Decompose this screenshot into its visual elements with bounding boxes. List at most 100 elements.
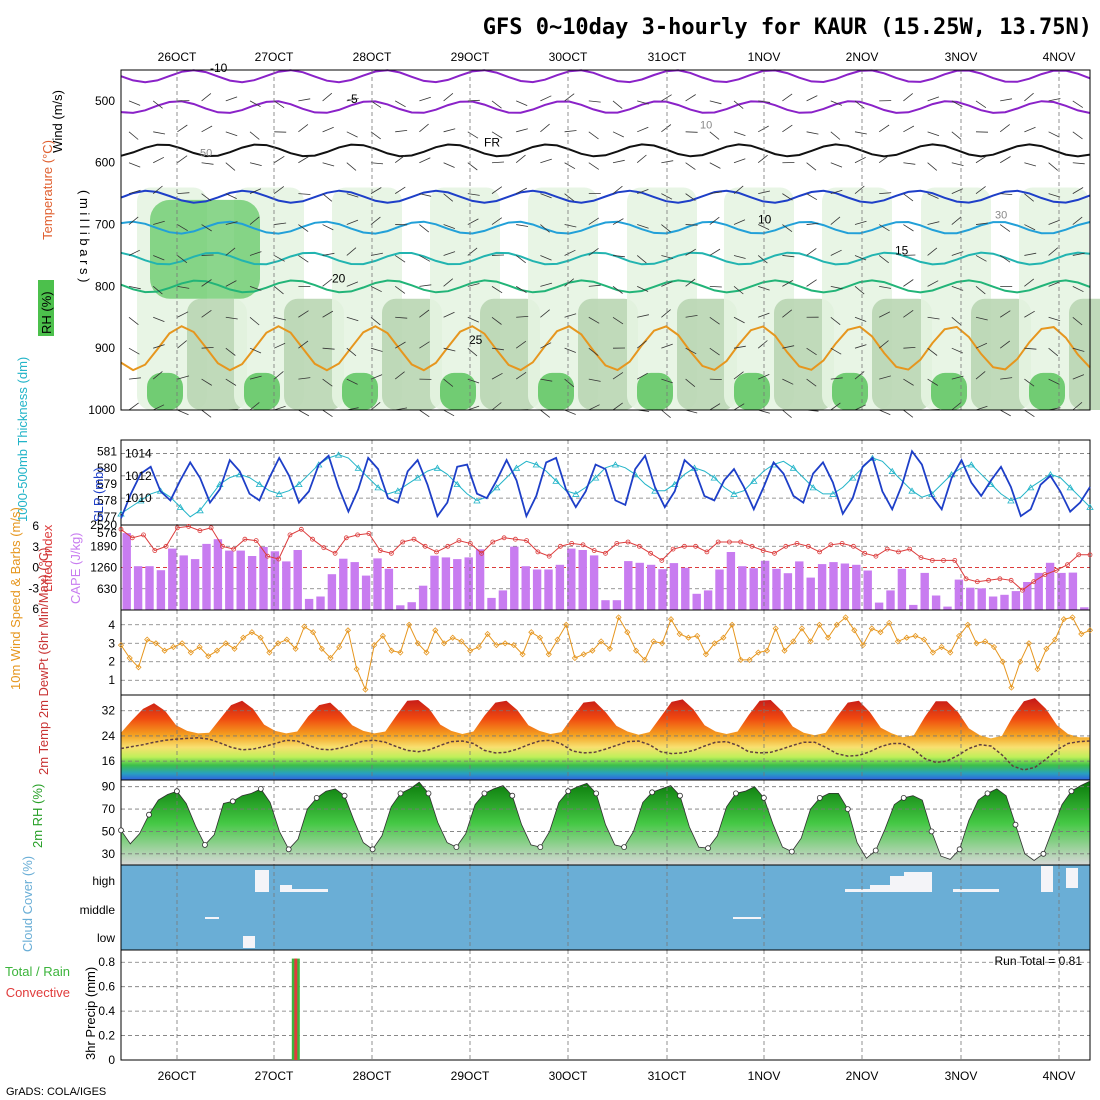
thickness-point <box>433 464 442 471</box>
wind-barb <box>806 162 817 171</box>
wind-speed-point <box>397 649 404 656</box>
wind-barb <box>733 371 744 380</box>
wind-barb <box>491 100 502 109</box>
thickness-point <box>572 490 580 497</box>
wind-speed-point <box>571 654 578 662</box>
cape-tick-1890: 1890 <box>90 539 117 553</box>
rh-shading-8 <box>342 372 378 410</box>
wind-barb <box>685 278 696 287</box>
wind-barb <box>540 282 553 287</box>
wind-barb <box>419 341 430 349</box>
cape-bar <box>373 558 382 610</box>
rh-shading-5 <box>244 372 280 410</box>
x-tick-bottom-4NOV: 4NOV <box>1043 1069 1076 1083</box>
wind-barb <box>588 284 601 287</box>
wind-speed-point <box>301 623 308 630</box>
wind-speed-point <box>144 636 151 643</box>
wind-speed-point <box>702 651 709 658</box>
x-tick-bottom-2NOV: 2NOV <box>846 1069 879 1083</box>
cape-bar <box>487 597 496 610</box>
cape-bar <box>430 555 439 610</box>
wind-barb <box>757 255 768 264</box>
rh-shading-2 <box>147 372 183 410</box>
wind-barb <box>153 316 165 322</box>
wind-barb <box>999 340 1011 349</box>
wind-barb <box>394 186 406 194</box>
thickness-point <box>789 464 798 471</box>
thickness-tick-580: 580 <box>97 461 117 475</box>
wind-barb <box>249 285 262 291</box>
lifted-index-point <box>535 549 541 555</box>
lifted-index-point <box>603 550 608 556</box>
temperature-contour-label-FR: FR <box>484 135 500 149</box>
wind-speed-point <box>1060 616 1067 623</box>
wind-speed-point <box>179 640 186 647</box>
wind-barb <box>830 285 843 290</box>
rh-shading-26 <box>931 372 967 410</box>
wind-barb <box>564 409 576 415</box>
wind-barb <box>516 224 529 227</box>
lifted-index-point <box>907 546 913 552</box>
temperature-contour-label-10: 10 <box>758 213 772 227</box>
wind-barb <box>516 128 528 133</box>
wind-barb <box>419 157 431 164</box>
y-label-cape: CAPE (J/kg) <box>68 532 83 604</box>
wind-barb <box>249 162 262 166</box>
cape-bar <box>977 588 986 610</box>
thickness-point <box>888 467 896 474</box>
wind-barb <box>346 219 359 225</box>
wind-barb <box>1072 131 1083 140</box>
cape-bar <box>646 564 656 610</box>
wind-speed-point <box>589 647 596 654</box>
rh-shading-29 <box>1029 372 1065 410</box>
wind-speed-point <box>292 645 299 652</box>
wind-barb <box>951 316 962 326</box>
wind-barb <box>273 155 285 164</box>
wind-barb <box>177 375 190 380</box>
wind-barb <box>201 279 212 287</box>
wind-barb <box>588 247 599 256</box>
lifted-index-point <box>186 524 192 529</box>
wind-barb <box>177 155 188 164</box>
rh-point <box>1012 821 1019 828</box>
wind-barb <box>637 189 649 195</box>
lifted-index-point <box>727 539 732 545</box>
cape-bar <box>270 551 280 610</box>
wind-barb <box>903 347 916 349</box>
lifted-index-point <box>163 543 169 549</box>
lifted-index-point <box>952 558 958 563</box>
lifted-index-point <box>434 549 439 555</box>
wind-barb <box>806 95 818 102</box>
rh-point <box>565 788 572 795</box>
wind-barb <box>249 251 262 256</box>
wind-barb <box>273 186 285 194</box>
rh-point <box>481 790 488 797</box>
wind-barb <box>782 93 793 102</box>
wind-barb <box>177 124 188 133</box>
wind-speed-point <box>973 640 980 647</box>
slp-tick-1014: 1014 <box>125 446 152 460</box>
wind-barb <box>322 310 334 318</box>
wind-barb <box>878 340 889 349</box>
wind-barb <box>491 286 503 294</box>
x-tick-top-29OCT: 29OCT <box>451 50 490 64</box>
wind-barb <box>128 216 139 225</box>
wind-barb <box>322 378 333 387</box>
thickness-point <box>137 497 145 504</box>
wind-barb <box>128 162 141 168</box>
lifted-index-point <box>501 535 507 541</box>
cape-bar <box>1011 591 1021 610</box>
wind-barb <box>1048 193 1061 198</box>
wind-barb <box>177 192 190 195</box>
wind-speed-point <box>1008 684 1015 691</box>
wind-speed-point <box>903 634 910 641</box>
wind-barb <box>588 217 600 225</box>
footer-credit: GrADS: COLA/IGES <box>6 1086 106 1098</box>
wind-barb <box>1024 224 1036 231</box>
lifted-index-point <box>783 543 789 549</box>
wind-barb <box>758 374 770 380</box>
wind-barb <box>564 378 575 388</box>
wind-barb <box>491 316 502 325</box>
lifted-index-point <box>1020 587 1025 593</box>
cape-bar <box>304 598 314 610</box>
